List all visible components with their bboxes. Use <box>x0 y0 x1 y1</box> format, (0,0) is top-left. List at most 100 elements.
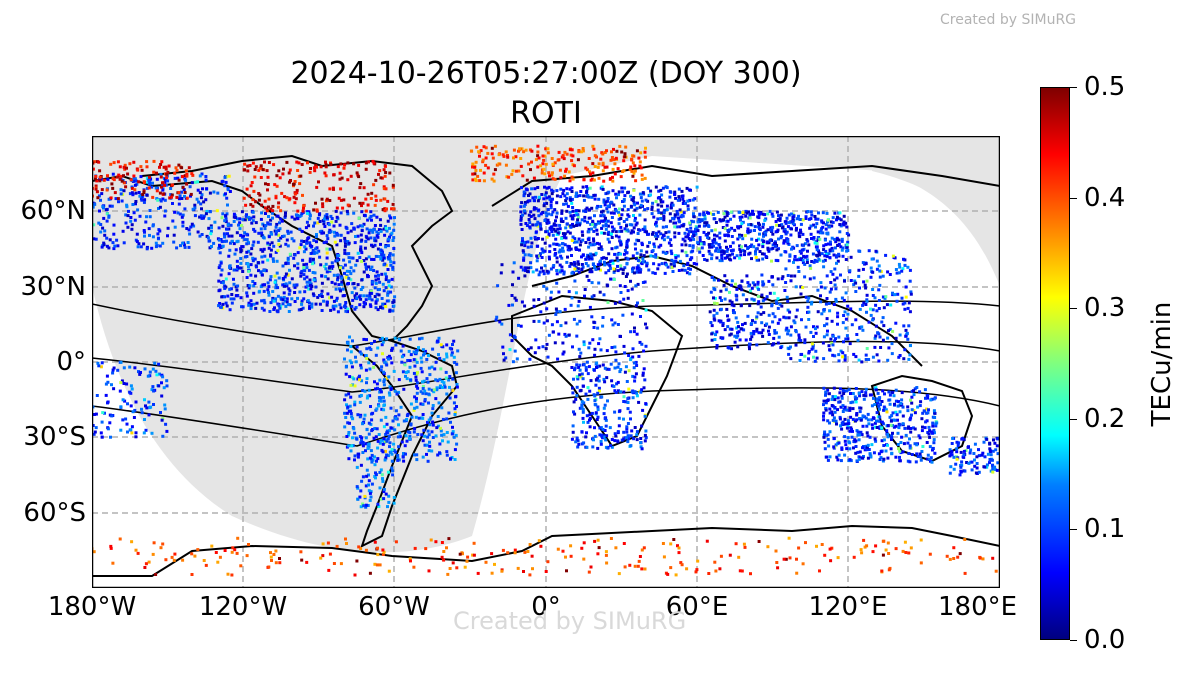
roti-point <box>344 309 348 313</box>
roti-point <box>631 396 635 400</box>
roti-point <box>157 207 160 210</box>
roti-point <box>537 319 541 323</box>
roti-point <box>876 331 880 335</box>
roti-point <box>554 237 558 241</box>
roti-point <box>559 324 563 328</box>
roti-point <box>218 288 222 292</box>
roti-point <box>613 389 617 393</box>
roti-point <box>791 212 795 216</box>
roti-point <box>617 362 621 366</box>
roti-point <box>415 349 418 352</box>
roti-point <box>604 227 608 231</box>
roti-point <box>617 193 620 197</box>
roti-point <box>740 288 744 292</box>
roti-point <box>726 247 730 251</box>
roti-point <box>776 306 780 310</box>
roti-point <box>581 185 585 189</box>
roti-point <box>176 211 180 215</box>
roti-point <box>364 484 368 488</box>
roti-point <box>795 258 799 262</box>
roti-point <box>314 302 318 306</box>
roti-point <box>724 210 728 214</box>
roti-point <box>523 209 526 213</box>
roti-point <box>635 251 639 255</box>
roti-point <box>150 185 154 189</box>
roti-point <box>234 216 238 220</box>
roti-point <box>326 237 330 241</box>
roti-point <box>581 377 585 381</box>
roti-point <box>572 400 576 404</box>
roti-point <box>168 196 172 200</box>
roti-point <box>512 148 516 152</box>
roti-point <box>530 187 534 191</box>
roti-point <box>719 250 723 254</box>
roti-point <box>382 395 385 399</box>
roti-point <box>533 217 537 221</box>
roti-point <box>180 166 184 170</box>
roti-point <box>546 229 549 233</box>
roti-point <box>413 453 416 457</box>
roti-point <box>400 360 404 364</box>
roti-point <box>609 260 613 263</box>
roti-point <box>347 431 351 434</box>
roti-point <box>399 405 403 409</box>
roti-point <box>621 271 625 275</box>
roti-point <box>603 417 607 421</box>
roti-point <box>827 252 831 256</box>
roti-point <box>874 324 878 328</box>
roti-point <box>112 247 116 251</box>
roti-point <box>877 307 881 310</box>
roti-point <box>286 231 290 235</box>
roti-point <box>799 339 803 343</box>
roti-point <box>776 321 780 325</box>
roti-point <box>607 190 611 194</box>
roti-point <box>651 249 655 253</box>
roti-point <box>263 254 267 258</box>
roti-point <box>603 203 607 207</box>
roti-point <box>374 306 378 310</box>
roti-point <box>894 321 898 325</box>
roti-point <box>624 145 628 149</box>
roti-point <box>144 220 148 224</box>
roti-point <box>763 218 767 222</box>
roti-point <box>305 275 309 279</box>
roti-point <box>630 287 634 291</box>
roti-point <box>115 238 119 242</box>
roti-point <box>427 449 431 453</box>
roti-point <box>541 269 545 273</box>
roti-point <box>293 264 296 268</box>
roti-point <box>305 262 309 266</box>
roti-point <box>423 434 427 438</box>
roti-point <box>156 232 160 236</box>
roti-point <box>289 230 293 234</box>
roti-point <box>434 434 438 438</box>
roti-point <box>340 275 343 279</box>
roti-point <box>869 307 872 311</box>
roti-point <box>232 212 236 216</box>
roti-point <box>384 449 387 453</box>
roti-point <box>292 195 296 199</box>
roti-point <box>903 263 907 267</box>
roti-point <box>355 437 359 441</box>
roti-point <box>293 192 297 196</box>
roti-point <box>207 217 211 221</box>
roti-point <box>831 343 835 347</box>
roti-point <box>622 220 626 223</box>
roti-point <box>334 259 338 263</box>
roti-point <box>648 241 651 245</box>
roti-point <box>430 365 434 369</box>
roti-point <box>806 299 810 303</box>
roti-point <box>601 187 605 191</box>
roti-point <box>723 215 727 219</box>
roti-point <box>723 233 727 237</box>
roti-point <box>846 337 850 341</box>
roti-point <box>426 435 430 439</box>
roti-point <box>536 154 540 158</box>
roti-point <box>782 315 786 319</box>
roti-point <box>346 178 350 182</box>
roti-point <box>592 438 595 442</box>
roti-point <box>909 427 913 430</box>
roti-point <box>845 249 849 253</box>
roti-point <box>353 431 357 435</box>
roti-point <box>755 327 759 331</box>
